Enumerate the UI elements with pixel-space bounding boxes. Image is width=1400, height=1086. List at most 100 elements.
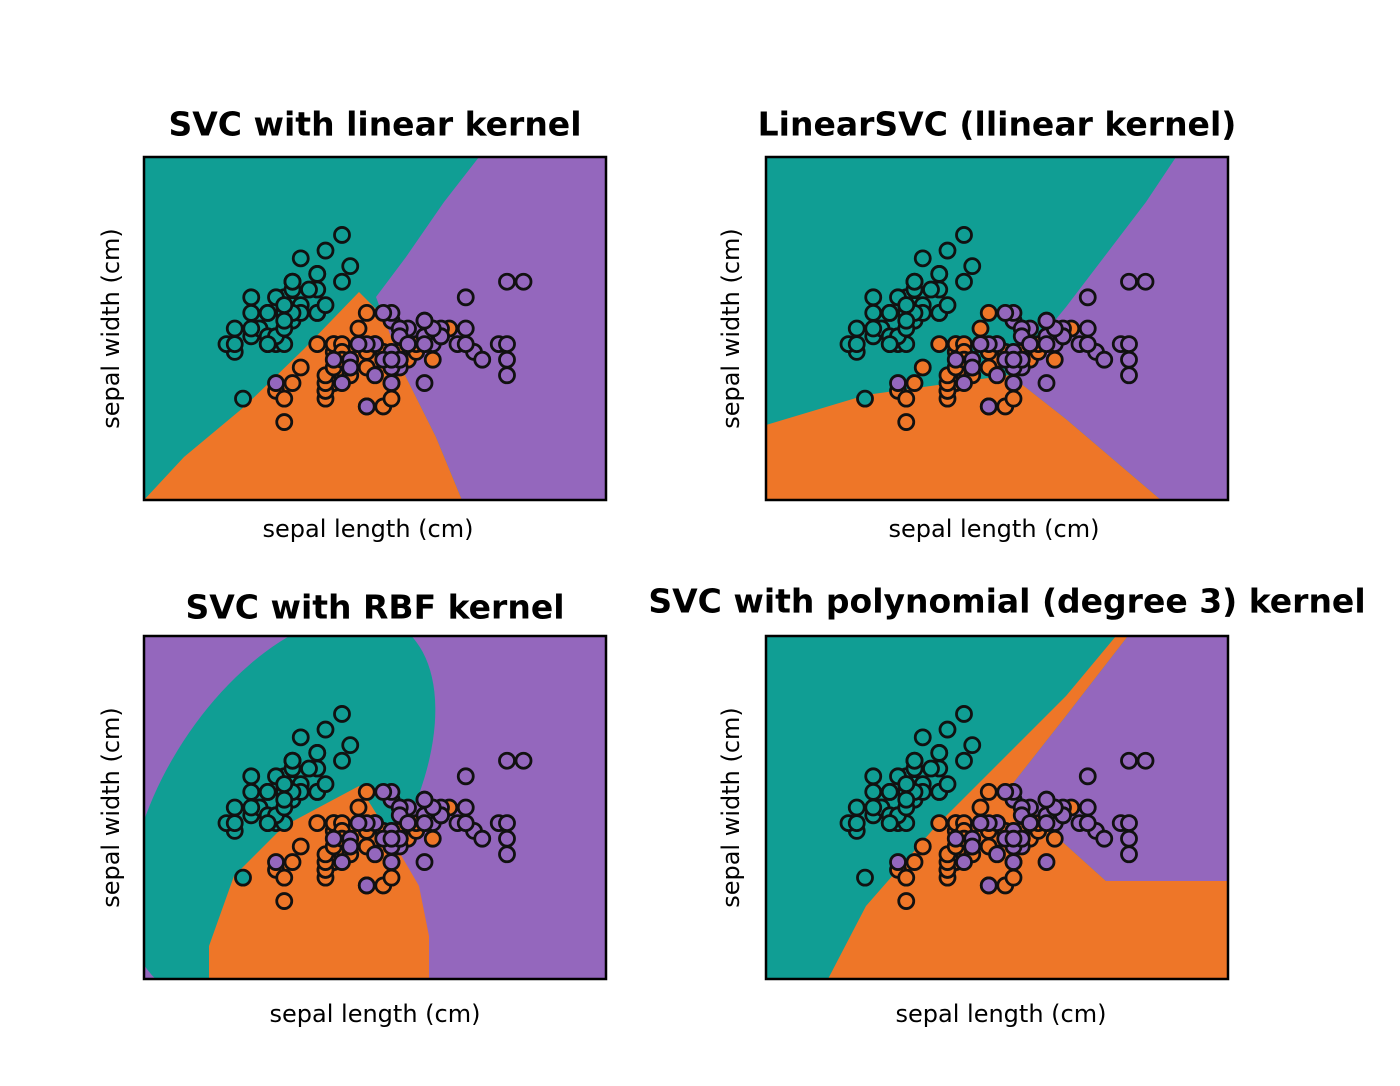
data-point [979, 304, 998, 322]
data-point [357, 876, 376, 895]
data-point [258, 304, 277, 322]
data-point [971, 798, 990, 817]
data-point [333, 751, 351, 770]
data-point [880, 814, 899, 832]
data-point [225, 798, 244, 817]
data-point [415, 853, 434, 871]
data-point [498, 751, 516, 770]
data-point [996, 783, 1015, 801]
data-point [349, 798, 368, 817]
data-point [333, 226, 351, 244]
data-point [880, 783, 899, 801]
plot-area [142, 155, 608, 502]
data-point [1078, 798, 1097, 817]
data-point [1045, 350, 1064, 369]
decision-regions [766, 636, 1228, 979]
data-point [283, 272, 302, 291]
data-point [1037, 814, 1056, 832]
data-point [897, 311, 916, 330]
data-point [258, 335, 277, 353]
data-point [382, 374, 401, 392]
data-point [905, 751, 924, 770]
data-point [1037, 853, 1056, 871]
x-axis-label: sepal length (cm) [263, 515, 474, 543]
plot-frame [142, 634, 608, 981]
data-point [415, 814, 434, 832]
data-point [1037, 790, 1056, 809]
data-point [415, 790, 434, 809]
data-point [275, 790, 294, 809]
data-point [963, 358, 982, 377]
data-point [864, 288, 883, 307]
data-point [415, 374, 434, 392]
data-point [971, 335, 990, 353]
subplot: SVC with linear kernel sepal length (cm) s… [97, 105, 608, 543]
data-point [357, 397, 376, 416]
data-point [955, 705, 973, 723]
subplot-title: SVC with RBF kernel [185, 588, 564, 627]
data-point [498, 272, 516, 291]
data-point [1037, 311, 1056, 330]
data-point [1095, 350, 1114, 369]
data-point [275, 892, 294, 910]
data-point [1004, 853, 1023, 871]
subplot-title: SVC with linear kernel [169, 105, 582, 144]
subplot: LinearSVC (llinear kernel) sepal length (… [717, 105, 1236, 544]
data-point [382, 829, 401, 848]
data-point [242, 767, 261, 786]
y-axis-label: sepal width (cm) [97, 707, 125, 908]
data-point [1004, 374, 1023, 392]
data-point [1078, 319, 1097, 338]
x-axis-label: sepal length (cm) [896, 1000, 1107, 1028]
data-point [382, 350, 401, 369]
data-point [1120, 335, 1138, 353]
data-point [847, 814, 866, 832]
data-point [897, 775, 916, 794]
data-point [996, 304, 1015, 322]
data-point [234, 389, 252, 408]
data-point [498, 845, 516, 864]
data-point [889, 853, 907, 871]
x-axis-label: sepal length (cm) [270, 1000, 481, 1028]
data-point [1120, 814, 1138, 832]
data-point [1120, 272, 1138, 291]
region [376, 157, 606, 500]
data-point [341, 837, 360, 856]
data-point [275, 389, 294, 408]
data-point [1078, 767, 1097, 786]
data-point [316, 241, 335, 260]
data-point [242, 304, 261, 322]
data-point [963, 736, 982, 755]
data-point [308, 335, 327, 353]
data-point [333, 705, 351, 723]
data-point [456, 335, 475, 353]
data-point [399, 814, 417, 832]
region [1010, 157, 1228, 500]
data-point [456, 288, 475, 307]
data-point [938, 241, 957, 260]
data-point [963, 257, 982, 276]
data-point [374, 304, 393, 322]
data-point [283, 751, 302, 770]
data-point [341, 257, 360, 276]
data-point [242, 288, 261, 307]
data-point [308, 814, 327, 832]
data-point [1021, 814, 1039, 832]
data-point [242, 783, 261, 801]
data-point [905, 374, 924, 392]
data-point [258, 783, 277, 801]
data-point [847, 335, 866, 353]
data-point [423, 829, 442, 848]
data-point [291, 728, 310, 747]
data-point [324, 829, 343, 848]
data-point [897, 790, 916, 809]
data-point [498, 335, 516, 353]
data-point [225, 319, 244, 338]
data-point [225, 814, 244, 832]
data-point [971, 319, 990, 338]
data-point [456, 767, 475, 786]
data-point [349, 319, 368, 338]
data-point [308, 744, 327, 762]
data-point [979, 783, 998, 801]
